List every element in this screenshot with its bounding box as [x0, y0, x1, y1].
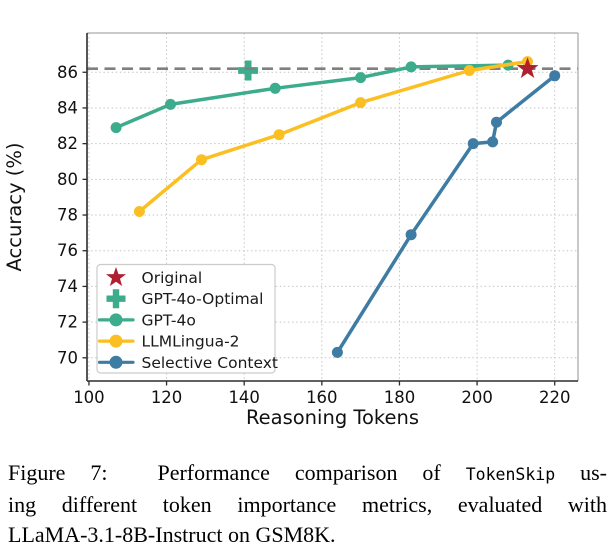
legend-label-llmlingua-2: LLMLingua-2: [142, 333, 240, 351]
series-line-gpt-4o: [114, 63, 510, 130]
circle-marker: [109, 313, 123, 327]
legend-entry-llmlingua-2: LLMLingua-2: [97, 333, 240, 351]
legend-label-gpt-4o-optimal: GPT-4o-Optimal: [142, 290, 264, 308]
plot-spines: [86, 32, 579, 382]
legend-entry-original: Original: [106, 267, 202, 287]
circle-marker: [109, 355, 123, 369]
data-point-selective-context: [549, 70, 561, 82]
y-tick-label: 76: [57, 241, 78, 260]
star-marker: [516, 57, 539, 78]
series-llmlingua-2: [133, 56, 533, 217]
y-tick-label: 84: [57, 98, 78, 117]
y-tick-label: 80: [57, 170, 78, 189]
y-axis-label: Accuracy (%): [3, 143, 26, 272]
legend-entry-gpt-4o-optimal: GPT-4o-Optimal: [106, 289, 264, 309]
data-point-selective-context: [487, 136, 499, 148]
series-line-selective-context: [335, 74, 557, 355]
plus-marker: [106, 289, 126, 309]
caption-line-2: ing different token importance metrics, …: [8, 492, 607, 517]
data-point-selective-context: [491, 116, 502, 128]
legend: Original GPT-4o-Optimal GPT-4o LLMLingua-2 S…: [96, 263, 278, 374]
data-point-llmlingua-2: [355, 97, 367, 109]
data-point-llmlingua-2: [196, 154, 207, 166]
y-tick-label: 72: [57, 313, 78, 332]
caption-text: us-: [555, 460, 607, 485]
legend-entry-gpt-4o: GPT-4o: [97, 311, 196, 329]
x-tick-label: 160: [306, 388, 338, 407]
y-tick-label: 78: [57, 206, 78, 225]
star-marker: [106, 267, 126, 286]
caption-text: Figure 7: Performance comparison of: [8, 460, 466, 485]
data-point-gpt-4o: [165, 98, 176, 110]
x-tick-label: 140: [228, 388, 260, 407]
data-point-llmlingua-2: [463, 65, 475, 76]
tokenskip-code: TokenSkip: [465, 465, 556, 484]
legend-label-selective-context: Selective Context: [142, 354, 278, 372]
x-tick-label: 220: [539, 388, 571, 407]
marker-gpt-4o-optimal: [238, 60, 259, 81]
figure-caption: Figure 7: Performance comparison of Toke…: [8, 458, 607, 550]
axis-ticks: 100 120 140 160 180 200 220 70 72 74 76 78 80 82 84 86: [57, 63, 570, 407]
data-point-gpt-4o: [405, 61, 417, 73]
series-line-llmlingua-2: [137, 59, 530, 214]
data-point-selective-context: [405, 229, 417, 241]
data-point-gpt-4o: [269, 82, 281, 94]
circle-marker: [109, 334, 123, 348]
data-point-gpt-4o: [110, 122, 122, 134]
legend-label-original: Original: [142, 269, 203, 287]
series-selective-context: [331, 70, 561, 358]
data-point-selective-context: [467, 138, 479, 150]
data-point-llmlingua-2: [273, 129, 285, 141]
plus-marker: [238, 60, 259, 81]
legend-entry-selective-context: Selective Context: [97, 354, 278, 372]
y-tick-label: 74: [57, 277, 78, 296]
x-tick-label: 120: [151, 388, 183, 407]
y-tick-label: 82: [57, 134, 78, 153]
accuracy-vs-reasoning-tokens-chart: 100 120 140 160 180 200 220 70 72 74 76 78 80 82 84 86 R…: [3, 32, 579, 429]
data-point-llmlingua-2: [133, 206, 145, 217]
x-tick-label: 180: [384, 388, 416, 407]
y-tick-label: 70: [57, 348, 78, 367]
x-tick-label: 200: [461, 388, 493, 407]
y-tick-label: 86: [57, 63, 78, 82]
legend-label-gpt-4o: GPT-4o: [142, 311, 196, 329]
x-tick-label: 100: [73, 388, 105, 407]
legend-box: [96, 263, 276, 374]
marker-original: [516, 57, 539, 78]
caption-line-1: Figure 7: Performance comparison of Toke…: [8, 458, 607, 490]
data-point-gpt-4o: [355, 72, 367, 84]
caption-line-3: LLaMA-3.1-8B-Instruct on GSM8K.: [8, 522, 336, 547]
x-axis-label: Reasoning Tokens: [246, 406, 419, 429]
data-point-selective-context: [331, 346, 343, 358]
